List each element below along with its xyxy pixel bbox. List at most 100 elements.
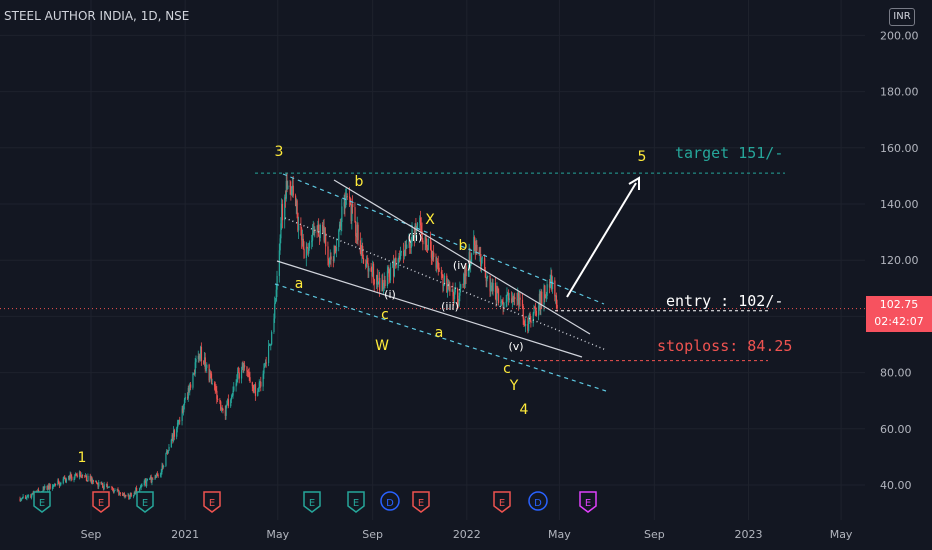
candle-body — [210, 373, 213, 384]
candle — [359, 232, 362, 255]
candle-body — [136, 488, 138, 492]
candle — [213, 381, 216, 391]
candle — [397, 257, 399, 271]
candle — [513, 293, 515, 306]
earnings-badge — [412, 491, 430, 513]
wave-label: (v) — [508, 340, 523, 353]
candle — [551, 276, 554, 294]
wave-label: (iv) — [453, 259, 471, 272]
candle-body — [554, 280, 556, 297]
candle-body — [58, 483, 61, 486]
candle-body — [503, 302, 505, 308]
candle — [394, 257, 396, 267]
candle — [168, 444, 170, 451]
candle-body — [254, 384, 256, 390]
candle — [409, 233, 411, 255]
candle-body — [501, 300, 504, 303]
candle — [162, 463, 164, 470]
candle — [489, 275, 491, 298]
candle — [195, 355, 197, 369]
candle — [316, 225, 318, 238]
candle-body — [511, 297, 514, 303]
candle-body — [122, 493, 125, 496]
candle-body — [476, 244, 478, 251]
channel-upper — [282, 173, 605, 305]
candle — [451, 288, 453, 292]
candle-body — [379, 277, 381, 292]
candle-body — [344, 202, 346, 208]
candle-body — [87, 475, 89, 482]
candle — [200, 345, 202, 362]
candle-body — [420, 225, 422, 231]
candle-body — [75, 473, 78, 475]
candle-body — [31, 493, 34, 495]
candle-body — [414, 223, 416, 238]
candle-body — [74, 475, 76, 479]
candle — [480, 257, 483, 273]
candle — [183, 398, 186, 410]
candle — [368, 266, 370, 278]
candle-body — [354, 207, 356, 222]
candle-body — [555, 295, 558, 305]
candle-body — [411, 229, 413, 242]
candle-body — [289, 185, 291, 187]
candle-body — [284, 197, 286, 221]
price-axis-background — [866, 0, 932, 520]
candle — [465, 263, 467, 285]
candle-body — [140, 485, 142, 488]
candle-body — [436, 261, 439, 263]
candle — [376, 268, 379, 292]
candle-body — [338, 230, 340, 247]
event-marker: E — [92, 491, 110, 513]
candle — [432, 250, 434, 261]
candle-body — [146, 478, 149, 481]
candle-body — [101, 483, 103, 485]
candle — [123, 491, 125, 498]
candle — [116, 488, 118, 493]
candle-body — [219, 400, 221, 402]
candle-body — [254, 384, 257, 396]
candle-body — [485, 277, 487, 282]
candle — [107, 486, 109, 489]
candle — [386, 265, 389, 289]
candle — [479, 246, 481, 262]
candle — [263, 363, 265, 379]
candle-body — [199, 356, 201, 359]
candle-body — [480, 254, 482, 267]
x-tick-label: May — [548, 528, 571, 541]
candle — [548, 279, 551, 294]
event-marker: E — [493, 491, 511, 513]
candle-body — [25, 498, 27, 499]
target-arrow-head — [628, 176, 640, 190]
price-axis[interactable]: 40.00 60.00 80.00 120.00 140.00 160.00 180.00 2… — [866, 0, 932, 520]
candle-body — [182, 408, 184, 413]
candle-body — [351, 203, 353, 221]
time-axis[interactable]: Sep 2021 May Sep 2022 May Sep 2023 May — [81, 528, 853, 541]
candle-body — [480, 258, 483, 267]
candle-body — [178, 420, 180, 422]
candle-body — [276, 275, 278, 290]
candle-body — [462, 284, 464, 285]
currency-badge[interactable]: INR — [889, 8, 915, 26]
candle — [480, 246, 482, 272]
candle-body — [365, 263, 367, 267]
candle-body — [438, 267, 440, 272]
candle-body — [532, 313, 534, 324]
candle-body — [399, 252, 402, 260]
candle — [262, 370, 264, 392]
candle-body — [511, 298, 513, 303]
candle — [365, 259, 367, 270]
candle — [73, 476, 75, 483]
candle-body — [210, 372, 212, 374]
candle-body — [92, 480, 95, 482]
candle-body — [449, 286, 451, 292]
candle-body — [57, 480, 59, 485]
candle — [235, 379, 237, 392]
candle-body — [528, 313, 531, 321]
candle-body — [264, 362, 267, 367]
candle — [524, 320, 526, 327]
candle — [157, 473, 159, 478]
candle — [167, 450, 169, 454]
candle-body — [42, 486, 44, 493]
